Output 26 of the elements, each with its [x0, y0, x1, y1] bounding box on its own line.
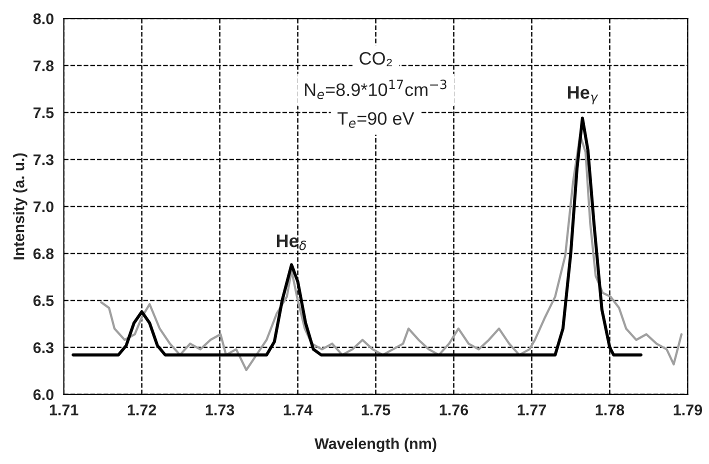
y-tick-label: 7.5 [34, 108, 54, 118]
x-tick-label: 1.72 [128, 404, 156, 416]
line-series [100, 134, 683, 372]
annotation: CO₂ [360, 52, 392, 66]
x-tick-label: 1.79 [674, 404, 702, 416]
y-tick-label: 6.8 [33, 248, 54, 260]
x-tick-label: 1.74 [284, 404, 313, 416]
annotation: N$_{e}$=8.9*10$^{17}$cm$^{−3}$ [305, 80, 446, 100]
x-tick-label: 1.77 [518, 404, 546, 416]
x-axis-title: Wavelength (nm) [314, 438, 436, 452]
annotation: He$_{δ}$ [276, 234, 306, 250]
x-tick-label: 1.75 [362, 404, 390, 416]
y-tick-label: 6.5 [33, 295, 54, 306]
x-tick-label: 1.78 [596, 404, 624, 416]
y-tick-label: 7.8 [34, 60, 54, 72]
x-tick-label: 1.71 [50, 404, 78, 416]
annotation: T$_{e}$=90 eV [338, 112, 414, 128]
x-tick-label: 1.76 [440, 404, 468, 416]
annotation: He$_{γ}$ [568, 86, 598, 104]
y-tick-label: 6.0 [33, 389, 54, 400]
y-tick-label: 7.0 [34, 201, 54, 212]
y-axis-title: Intensity (a. u.) [13, 153, 28, 260]
y-tick-label: 8.0 [33, 13, 54, 24]
y-tick-label: 6.3 [33, 342, 54, 354]
y-tick-label: 7.3 [34, 154, 54, 166]
x-tick-label: 1.73 [206, 404, 234, 416]
